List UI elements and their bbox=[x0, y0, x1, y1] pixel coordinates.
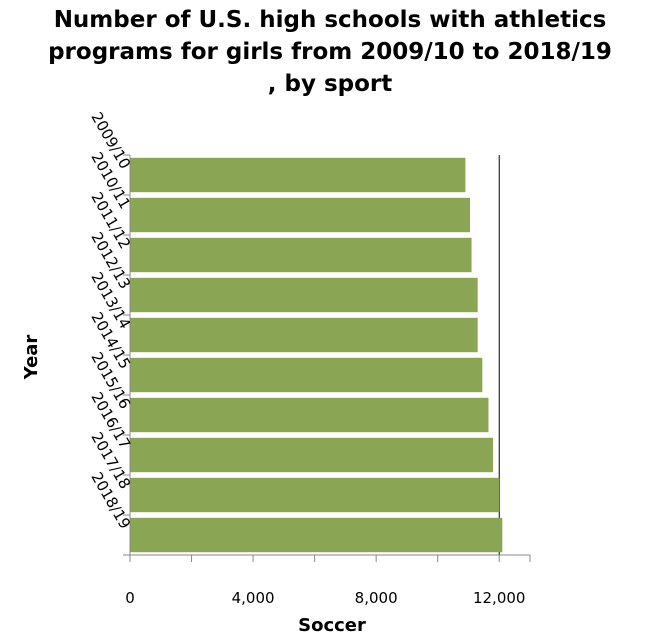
x-tick-label: 12,000 bbox=[473, 589, 526, 607]
y-axis-title: Year bbox=[21, 335, 42, 381]
x-axis-title: Soccer bbox=[298, 615, 366, 636]
bar-2016-17 bbox=[130, 437, 494, 473]
bar-2009-10 bbox=[130, 157, 466, 193]
bar-2018-19 bbox=[130, 517, 503, 553]
bar-2014-15 bbox=[130, 357, 483, 393]
bar-2010-11 bbox=[130, 197, 470, 233]
bar-2017-18 bbox=[130, 477, 500, 513]
chart-title-line: programs for girls from 2009/10 to 2018/… bbox=[48, 39, 612, 65]
bar-2015-16 bbox=[130, 397, 489, 433]
bar-2012-13 bbox=[130, 277, 478, 313]
bar-2013-14 bbox=[130, 317, 478, 353]
chart-title-line: Number of U.S. high schools with athleti… bbox=[53, 7, 607, 33]
x-tick-label: 0 bbox=[125, 589, 135, 607]
x-tick-label: 8,000 bbox=[355, 589, 398, 607]
bar-2011-12 bbox=[130, 237, 472, 273]
x-tick-label: 4,000 bbox=[232, 589, 275, 607]
chart-title-line: , by sport bbox=[267, 71, 393, 97]
chart-title: Number of U.S. high schools with athleti… bbox=[0, 4, 660, 100]
